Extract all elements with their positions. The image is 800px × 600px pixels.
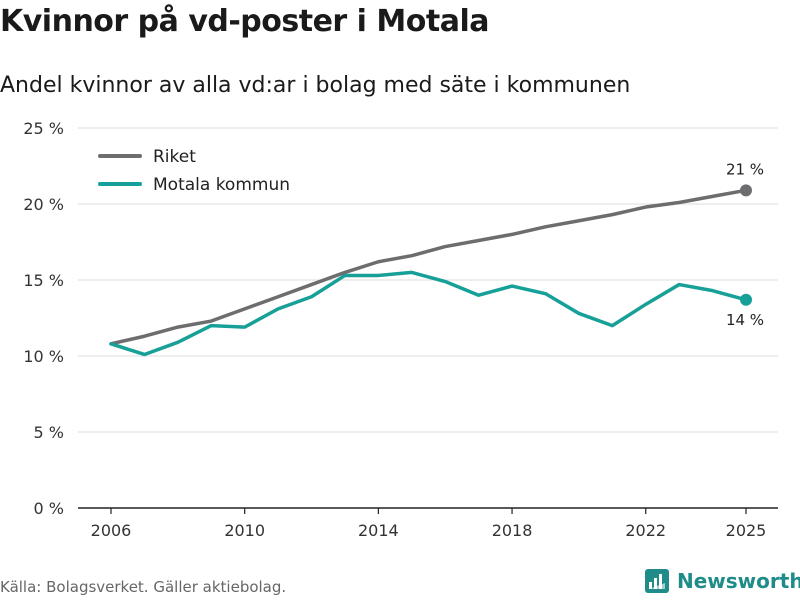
- y-tick-label: 10 %: [23, 347, 64, 366]
- gridlines: [78, 127, 778, 433]
- source-note: Källa: Bolagsverket. Gäller aktiebolag.: [0, 578, 287, 596]
- y-axis-ticks: 0 % 5 % 10 % 15 % 20 % 25 %: [23, 119, 64, 518]
- y-tick-label: 25 %: [23, 119, 64, 138]
- series-lines: 21 % 14 %: [109, 160, 764, 357]
- x-tick-label: 2022: [625, 521, 666, 540]
- y-tick-label: 20 %: [23, 195, 64, 214]
- y-tick-label: 15 %: [23, 271, 64, 290]
- series-end-point: [740, 293, 752, 306]
- y-tick-label: 5 %: [34, 423, 64, 442]
- chart-subtitle: Andel kvinnor av alla vd:ar i bolag med …: [0, 73, 631, 98]
- x-tick-label: 2018: [492, 521, 533, 540]
- x-tick-label: 2014: [358, 521, 399, 540]
- legend-label: Motala kommun: [153, 175, 290, 195]
- series-end-label: 21 %: [726, 160, 764, 178]
- series-line-motala: [109, 270, 748, 357]
- brand[interactable]: Newsworthy: [645, 569, 800, 593]
- series-end-point: [740, 184, 752, 197]
- brand-name: Newsworthy: [677, 569, 800, 593]
- x-tick-label: 2010: [224, 521, 265, 540]
- chart-title: Kvinnor på vd-poster i Motala: [0, 4, 489, 39]
- x-tick-label: 2025: [726, 521, 767, 540]
- y-tick-label: 0 %: [34, 499, 64, 518]
- x-axis-ticks: 2006 2010 2014 2018 2022 2025: [91, 508, 767, 540]
- newsworthy-logo-icon: [645, 569, 669, 593]
- legend: Riket Motala kommun: [98, 147, 290, 195]
- x-tick-label: 2006: [91, 521, 132, 540]
- legend-label: Riket: [153, 147, 196, 167]
- series-end-label: 14 %: [726, 311, 764, 329]
- series-line-riket: [109, 188, 748, 346]
